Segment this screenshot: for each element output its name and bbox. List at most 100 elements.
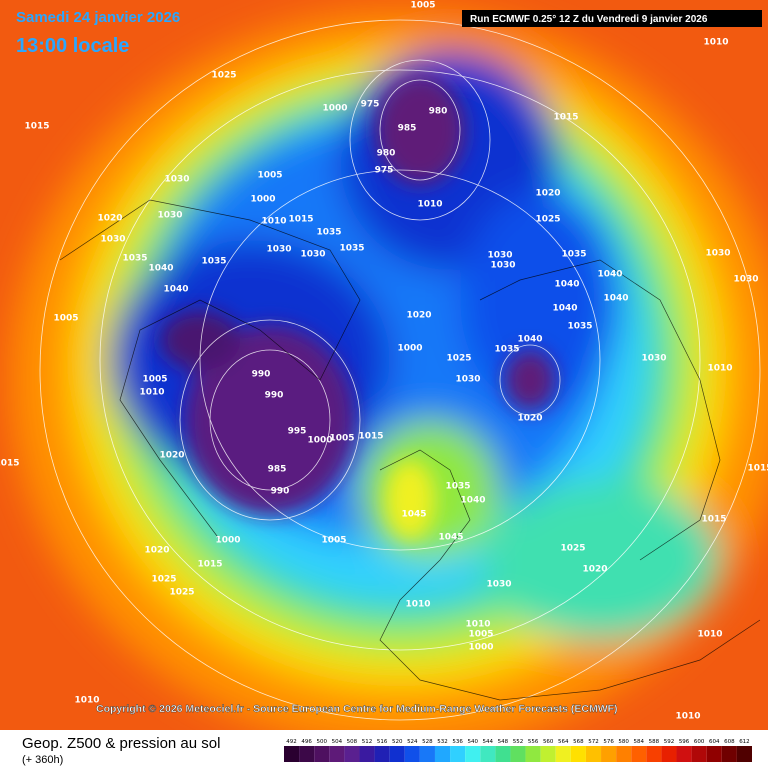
isobar-label: 1015 — [24, 122, 49, 132]
scale-swatch — [419, 746, 435, 762]
isobar-label: 1000 — [322, 104, 347, 114]
isobar-label: 1035 — [122, 254, 147, 264]
isobar-label: 1030 — [490, 261, 515, 271]
copyright: Copyright © 2026 Meteociel.fr - Source E… — [96, 703, 618, 715]
scale-swatch — [434, 746, 451, 762]
isobar-label: 1005 — [329, 434, 354, 444]
isobar-label: 1030 — [486, 580, 511, 590]
scale-swatch — [314, 746, 330, 762]
isobar-label: 1040 — [554, 280, 579, 290]
scale-swatch — [299, 746, 315, 762]
scale-label: 608 — [724, 739, 735, 745]
isobar-label: 1030 — [733, 275, 758, 285]
isobar-label: 1015 — [0, 459, 20, 469]
scale-swatch — [374, 746, 390, 762]
isobar-label: 990 — [252, 370, 271, 380]
isobar-label: 985 — [398, 124, 417, 134]
scale-swatch — [480, 746, 496, 762]
scale-label: 612 — [739, 739, 750, 745]
isobar-label: 1020 — [97, 214, 122, 224]
isobar-label: 1030 — [641, 354, 666, 364]
isobar-label: 1020 — [517, 414, 542, 424]
scale-label: 572 — [588, 739, 599, 745]
scale-label: 576 — [603, 739, 614, 745]
scale-swatch — [661, 746, 677, 762]
scale-swatch — [676, 746, 692, 762]
scale-label: 524 — [407, 739, 418, 745]
isobar-label: 1005 — [142, 375, 167, 385]
scale-label: 504 — [332, 739, 343, 745]
scale-label: 512 — [362, 739, 373, 745]
isobar-label: 1030 — [266, 245, 291, 255]
isobar-label: 1040 — [552, 304, 577, 314]
isobar-label: 1010 — [703, 38, 728, 48]
scale-swatch — [284, 746, 300, 762]
isobar-label: 1015 — [701, 515, 726, 525]
isobar-label: 1015 — [553, 113, 578, 123]
isobar-label: 1015 — [747, 464, 768, 474]
scale-label: 560 — [543, 739, 554, 745]
isobar-label: 1035 — [561, 250, 586, 260]
isobar-label: 1010 — [465, 620, 490, 630]
scale-swatch — [495, 746, 511, 762]
isobar-label: 1000 — [307, 436, 332, 446]
isobar-label: 1020 — [406, 311, 431, 321]
isobar-label: 1000 — [397, 344, 422, 354]
isobar-label: 1010 — [707, 364, 732, 374]
scale-swatch — [585, 746, 602, 762]
scale-label: 584 — [634, 739, 645, 745]
forecast-time: 13:00 locale — [16, 35, 129, 57]
isobar-label: 1010 — [261, 217, 286, 227]
isobar-label: 990 — [271, 487, 290, 497]
scale-swatch — [510, 746, 526, 762]
footer-title: Geop. Z500 & pression au sol — [22, 735, 220, 752]
isobar-label: 1010 — [675, 712, 700, 722]
isobar-label: 1020 — [144, 546, 169, 556]
isobar-label: 1020 — [535, 189, 560, 199]
scale-label: 508 — [347, 739, 358, 745]
scale-label: 516 — [377, 739, 388, 745]
forecast-date: Samedi 24 janvier 2026 — [16, 9, 180, 26]
isobar-label: 1015 — [197, 560, 222, 570]
scale-swatch — [691, 746, 707, 762]
scale-label: 536 — [452, 739, 463, 745]
isobar-label: 985 — [268, 465, 287, 475]
isobar-label: 1015 — [288, 215, 313, 225]
scale-label: 564 — [558, 739, 569, 745]
isobar-label: 1030 — [100, 235, 125, 245]
isobar-label: 1005 — [468, 630, 493, 640]
map-background — [0, 0, 768, 750]
isobar-label: 1025 — [560, 544, 585, 554]
isobar-label: 1010 — [697, 630, 722, 640]
isobar-label: 1035 — [494, 345, 519, 355]
run-info: Run ECMWF 0.25° 12 Z du Vendredi 9 janvi… — [470, 14, 708, 25]
isobar-label: 980 — [429, 107, 448, 117]
color-scale: 492 496 500 504 508 512 516 520 524 528 532 536 540 5… — [284, 739, 752, 762]
isobar-label: 1010 — [417, 200, 442, 210]
isobar-label: 1040 — [148, 264, 173, 274]
scale-label: 548 — [498, 739, 509, 745]
footer-lead: (+ 360h) — [22, 754, 63, 766]
isobar-label: 1030 — [705, 249, 730, 259]
isobar-label: 1010 — [405, 600, 430, 610]
scale-label: 532 — [437, 739, 448, 745]
isobar-label: 1030 — [487, 251, 512, 261]
isobar-label: 1030 — [157, 211, 182, 221]
scale-label: 592 — [664, 739, 675, 745]
scale-label: 556 — [528, 739, 539, 745]
scale-label: 528 — [422, 739, 433, 745]
run-banner — [462, 10, 762, 27]
scale-label: 492 — [286, 739, 297, 745]
isobar-label: 1000 — [468, 643, 493, 653]
scale-label: 500 — [316, 739, 327, 745]
isobar-label: 1025 — [535, 215, 560, 225]
isobar-label: 1045 — [438, 533, 463, 543]
isobar-label: 975 — [375, 166, 394, 176]
isobar-label: 1040 — [597, 270, 622, 280]
scale-swatch — [450, 746, 466, 762]
isobar-label: 1025 — [169, 588, 194, 598]
isobar-label: 1045 — [401, 510, 426, 520]
isobar-label: 1015 — [358, 432, 383, 442]
isobar-label: 1030 — [455, 375, 480, 385]
